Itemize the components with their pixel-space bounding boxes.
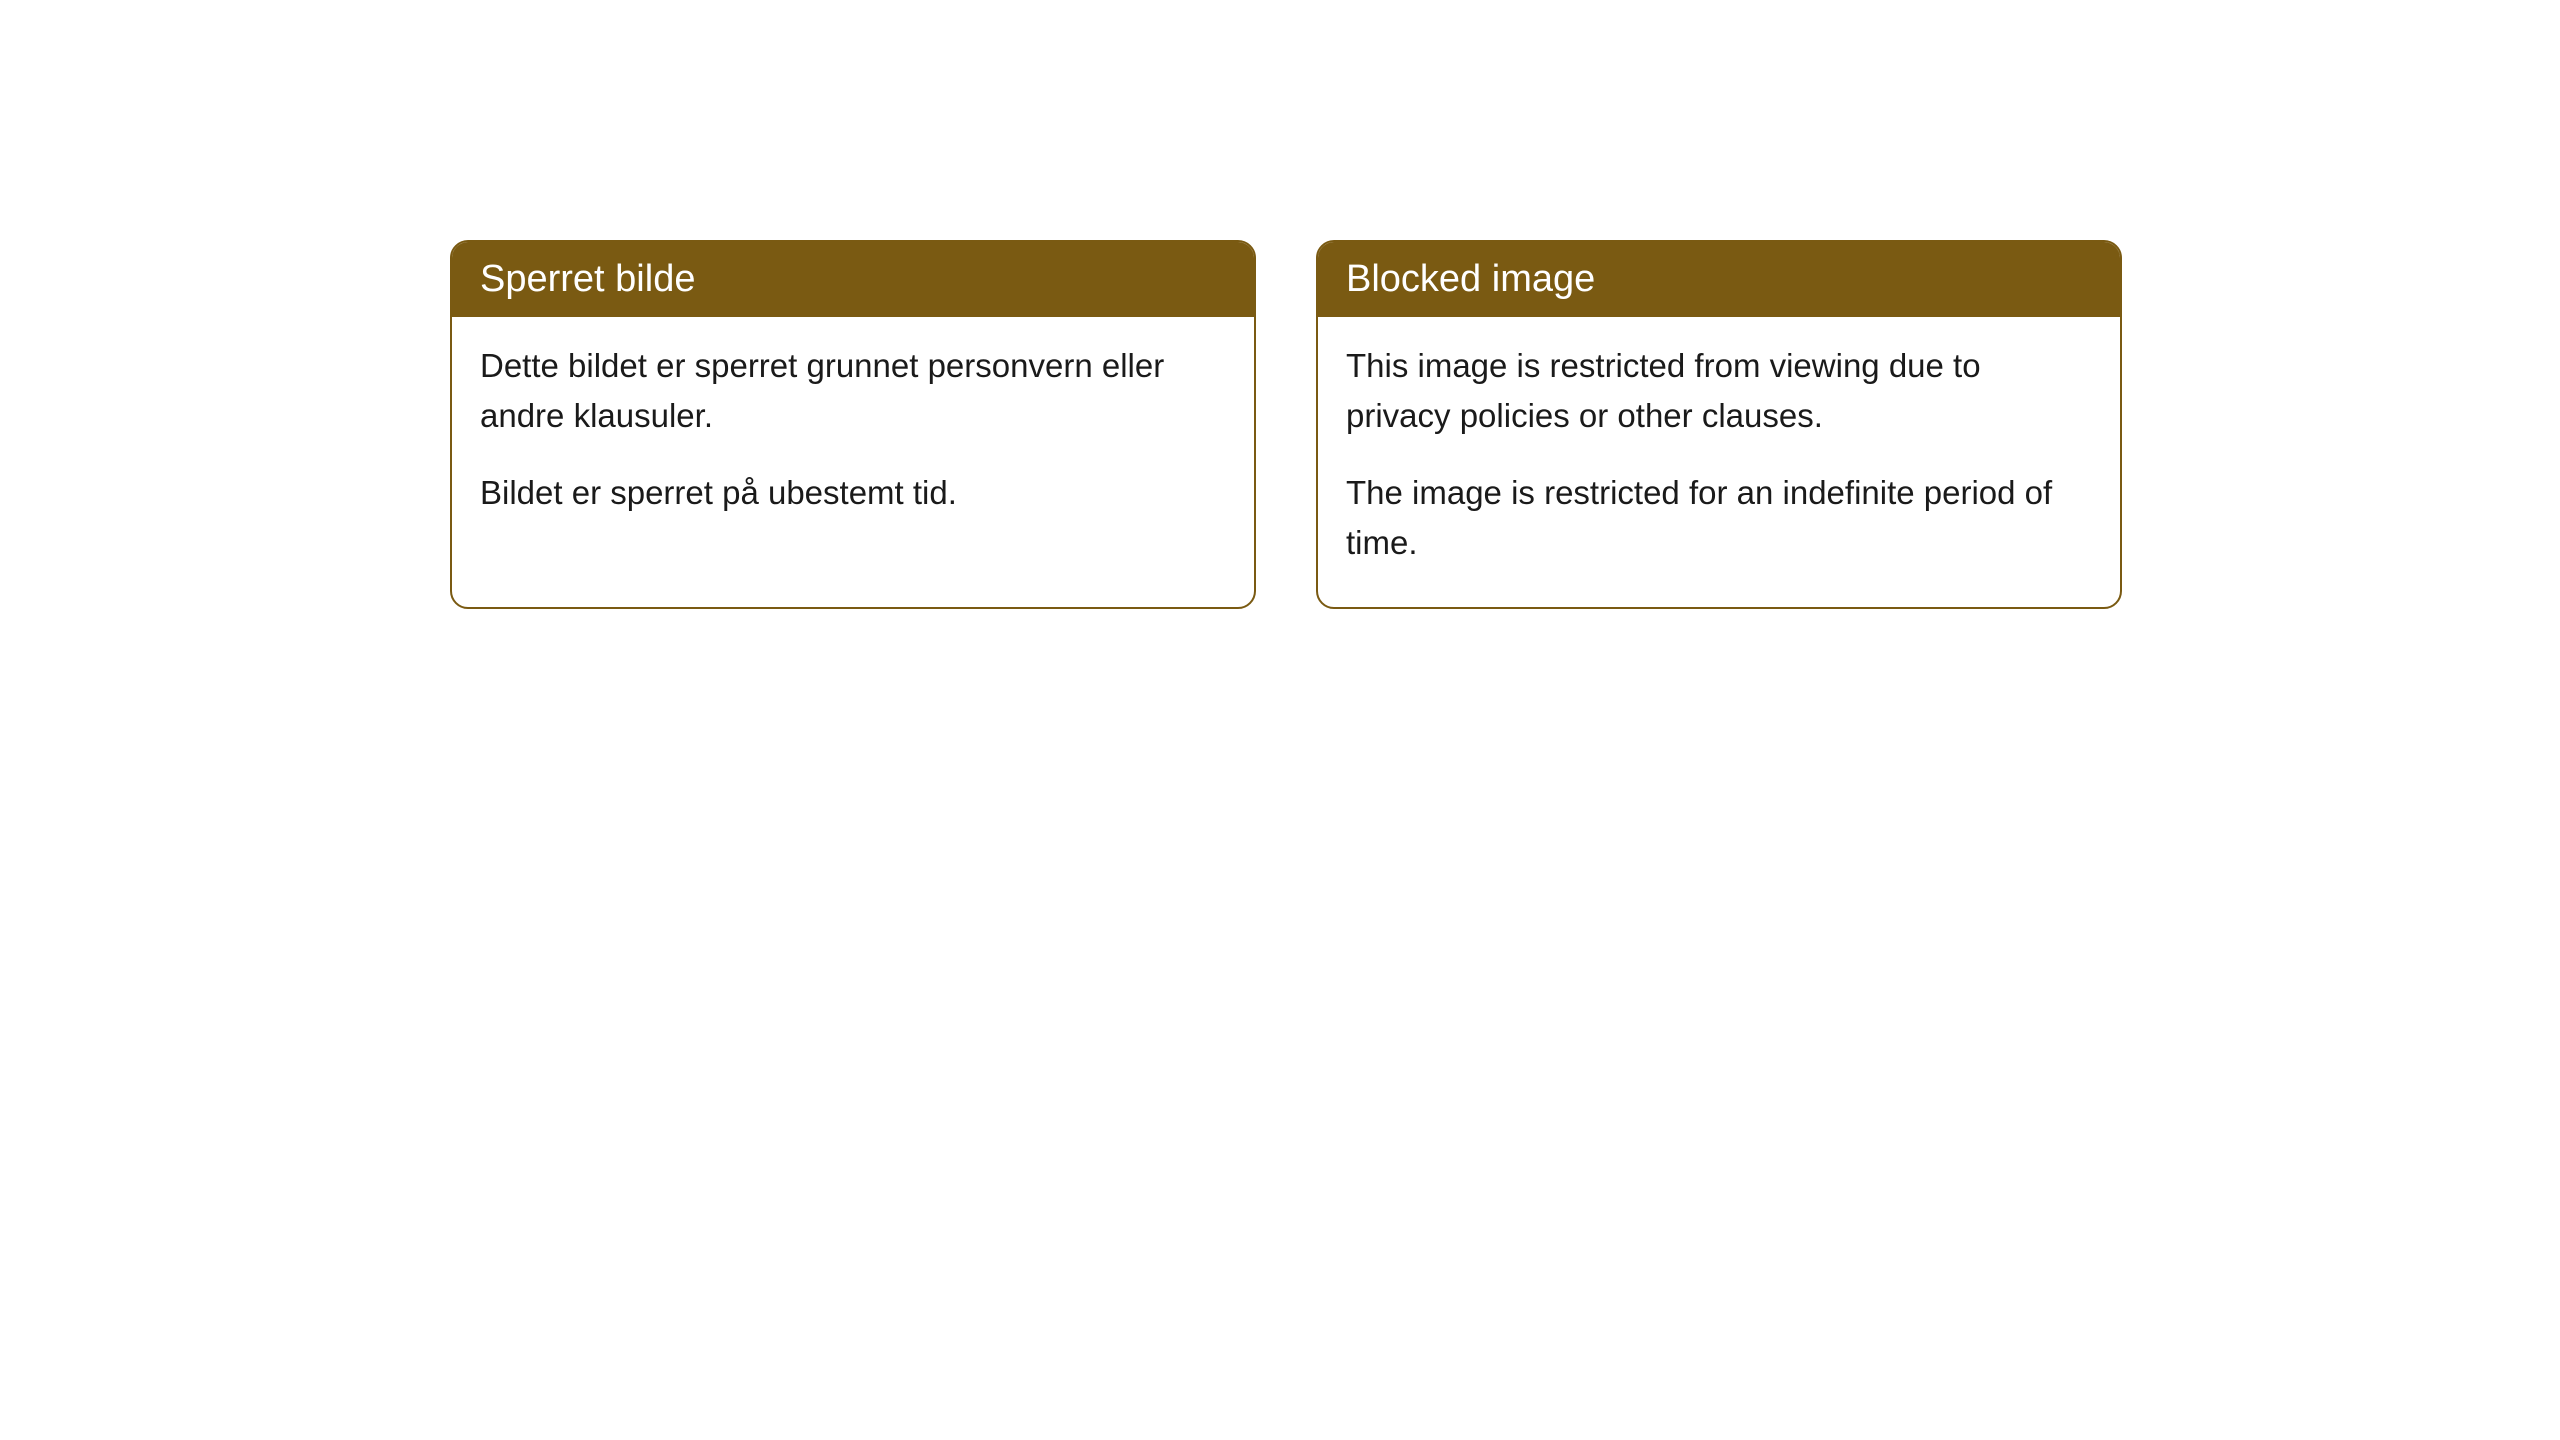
blocked-image-card-en: Blocked image This image is restricted f… <box>1316 240 2122 609</box>
blocked-image-card-no: Sperret bilde Dette bildet er sperret gr… <box>450 240 1256 609</box>
card-paragraph-1-no: Dette bildet er sperret grunnet personve… <box>480 341 1226 440</box>
card-header-en: Blocked image <box>1318 242 2120 317</box>
notice-container: Sperret bilde Dette bildet er sperret gr… <box>0 0 2560 609</box>
card-title-no: Sperret bilde <box>480 258 695 300</box>
card-paragraph-2-en: The image is restricted for an indefinit… <box>1346 468 2092 567</box>
card-header-no: Sperret bilde <box>452 242 1254 317</box>
card-paragraph-1-en: This image is restricted from viewing du… <box>1346 341 2092 440</box>
card-body-no: Dette bildet er sperret grunnet personve… <box>452 317 1254 558</box>
card-paragraph-2-no: Bildet er sperret på ubestemt tid. <box>480 468 1226 518</box>
card-body-en: This image is restricted from viewing du… <box>1318 317 2120 607</box>
card-title-en: Blocked image <box>1346 258 1595 300</box>
